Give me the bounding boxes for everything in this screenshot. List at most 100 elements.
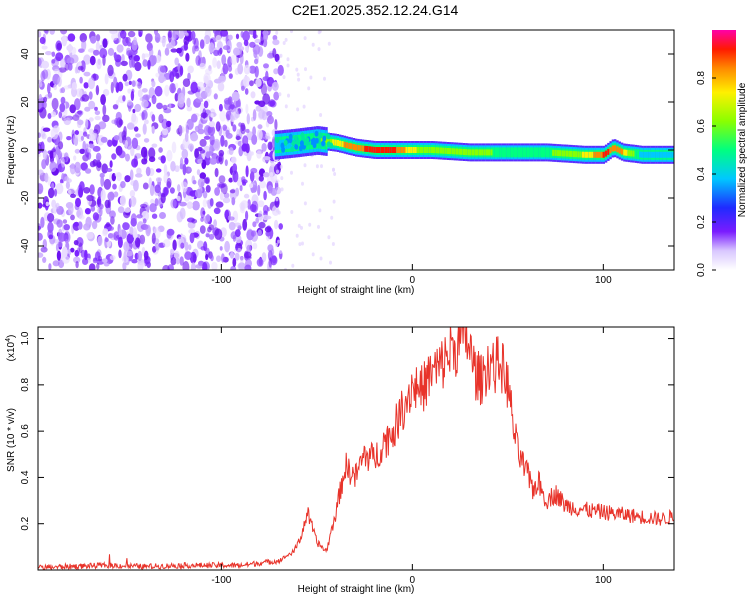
ridge-cell (547, 149, 550, 156)
noise-speck (319, 256, 323, 261)
noise-blob (154, 242, 160, 251)
noise-blob (203, 241, 208, 252)
noise-blob (167, 31, 172, 43)
noise-blob (164, 47, 170, 56)
noise-blob (73, 256, 81, 264)
noise-blob (259, 180, 267, 189)
noise-blob (49, 150, 54, 159)
noise-blob (51, 97, 59, 110)
noise-blob (87, 148, 92, 153)
noise-blob (250, 230, 256, 237)
noise-speck (286, 57, 290, 62)
ridge-cell (577, 151, 580, 158)
noise-blob (190, 81, 199, 94)
noise-blob (49, 30, 55, 35)
noise-blob (118, 150, 126, 159)
noise-blob (93, 129, 99, 134)
noise-blob (239, 46, 245, 51)
ridge-cell (611, 145, 615, 152)
noise-blob (151, 125, 155, 134)
noise-blob (177, 184, 181, 192)
noise-blob (128, 80, 132, 85)
noise-speck (300, 225, 303, 230)
y-tick-label-bottom: 1.0 (20, 331, 31, 345)
noise-blob (74, 249, 80, 257)
noise-blob (89, 184, 95, 195)
ridge-cell (465, 149, 468, 156)
noise-blob (166, 149, 173, 162)
ridge-cell (361, 145, 365, 152)
noise-blob (74, 66, 78, 74)
noise-blob (210, 113, 214, 118)
noise-blob (41, 45, 48, 50)
ridge-cell (348, 142, 351, 149)
noise-blob (234, 252, 240, 261)
noise-speck (301, 241, 304, 246)
colorbar-tick-label: 0.0 (696, 263, 707, 277)
noise-blob (53, 84, 58, 91)
noise-blob (62, 219, 68, 224)
noise-blob (123, 207, 131, 213)
noise-blob (95, 85, 100, 96)
ridge-cell (655, 151, 658, 158)
ridge-cell (478, 149, 482, 156)
ridge-cell (437, 147, 440, 154)
noise-blob (196, 169, 201, 176)
noise-speck (317, 30, 321, 35)
noise-blob (112, 183, 117, 190)
colorbar: 0.0 0.2 0.4 0.6 0.8 Normalized spectral ampl… (696, 30, 748, 277)
ridge-cell (595, 151, 599, 158)
noise-blob (197, 81, 205, 90)
noise-blob (243, 64, 251, 75)
noise-blob (203, 135, 211, 140)
noise-blob (266, 111, 273, 117)
ridge-cell (572, 151, 576, 158)
noise-blob (255, 217, 259, 224)
noise-blob (185, 52, 190, 62)
noise-blob (199, 62, 206, 70)
noise-blob (217, 82, 225, 92)
noise-blob (245, 45, 249, 52)
noise-blob (159, 65, 166, 73)
noise-blob (56, 42, 62, 51)
noise-blob (224, 139, 228, 148)
ridge-cell (355, 144, 358, 151)
noise-blob (273, 68, 279, 75)
noise-blob (125, 250, 133, 257)
ridge-cell (501, 149, 505, 156)
ridge-cell (405, 147, 408, 153)
noise-speck (303, 36, 307, 41)
ridge-cell (274, 140, 278, 150)
noise-blob (158, 73, 165, 84)
ridge-cell (387, 147, 390, 153)
noise-blob (107, 226, 114, 231)
noise-blob (44, 172, 49, 183)
noise-blob (42, 239, 47, 250)
y-multiplier-exp: 4 (5, 338, 12, 342)
ridge-cell (618, 147, 621, 154)
noise-blob (231, 108, 240, 120)
noise-blob (225, 129, 230, 137)
noise-blob (252, 242, 258, 250)
noise-blob (194, 148, 200, 159)
noise-speck (279, 164, 283, 169)
ridge-cell (320, 136, 324, 146)
noise-blob (53, 68, 61, 74)
noise-blob (205, 233, 210, 238)
noise-blob (179, 157, 184, 169)
noise-speck (282, 75, 286, 80)
ridge-cell (352, 144, 356, 150)
noise-speck (275, 208, 279, 213)
noise-blob (129, 169, 134, 181)
ridge-cell (627, 150, 631, 157)
noise-speck (301, 181, 304, 186)
noise-blob (249, 41, 256, 48)
ridge-cell (579, 151, 583, 158)
noise-blob (231, 156, 237, 164)
noise-blob (213, 207, 221, 215)
noise-blob (232, 163, 238, 173)
ridge-cell (476, 149, 479, 156)
ridge-cell (428, 147, 431, 153)
noise-blob (56, 219, 63, 228)
noise-blob (256, 150, 262, 159)
